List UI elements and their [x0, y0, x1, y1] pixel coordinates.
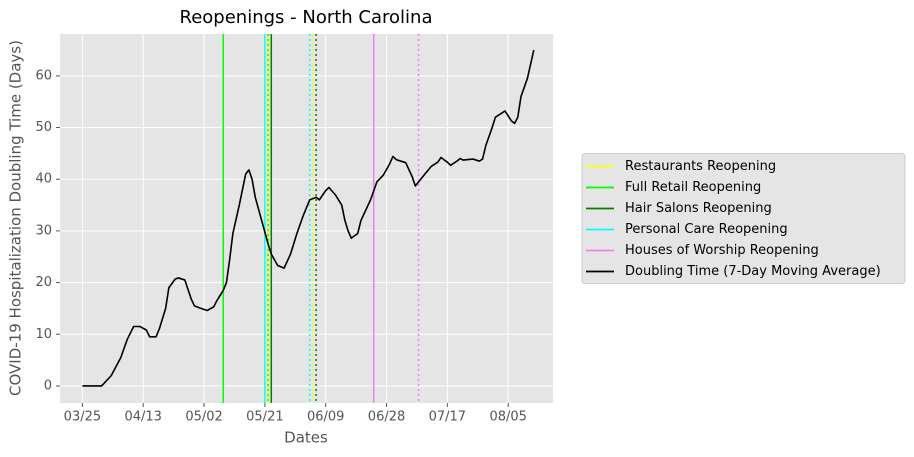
x-tick-label: 03/25	[64, 410, 101, 425]
y-axis-label: COVID-19 Hospitalization Doubling Time (…	[7, 40, 25, 396]
y-tick-label: 20	[35, 275, 52, 290]
x-tick-label: 05/02	[185, 410, 222, 425]
y-tick-label: 50	[35, 120, 52, 135]
x-tick-label: 04/13	[124, 410, 161, 425]
x-axis-label: Dates	[284, 429, 328, 447]
chart-title: Reopenings - North Carolina	[180, 7, 433, 28]
y-tick-label: 40	[35, 172, 52, 187]
x-tick-label: 06/28	[368, 410, 405, 425]
legend-box	[581, 153, 906, 284]
y-tick-label: 10	[35, 327, 52, 342]
legend-label: Doubling Time (7-Day Moving Average)	[625, 264, 881, 279]
x-tick-label: 06/09	[307, 410, 344, 425]
legend-label: Restaurants Reopening	[625, 159, 776, 174]
y-tick-label: 60	[35, 68, 52, 83]
x-tick-label: 08/05	[489, 410, 526, 425]
legend-label: Full Retail Reopening	[625, 180, 761, 195]
data-line	[82, 49, 535, 387]
y-tick-label: 30	[35, 223, 52, 238]
legend-label: Personal Care Reopening	[625, 222, 788, 237]
x-tick-label: 05/21	[246, 410, 283, 425]
legend-label: Houses of Worship Reopening	[625, 243, 819, 258]
legend-label: Hair Salons Reopening	[625, 201, 772, 216]
y-tick-label: 0	[44, 378, 52, 393]
x-tick-label: 07/17	[429, 410, 466, 425]
plot-area	[60, 34, 553, 403]
legend: Restaurants Reopening Full Retail Reopeni…	[581, 153, 906, 284]
